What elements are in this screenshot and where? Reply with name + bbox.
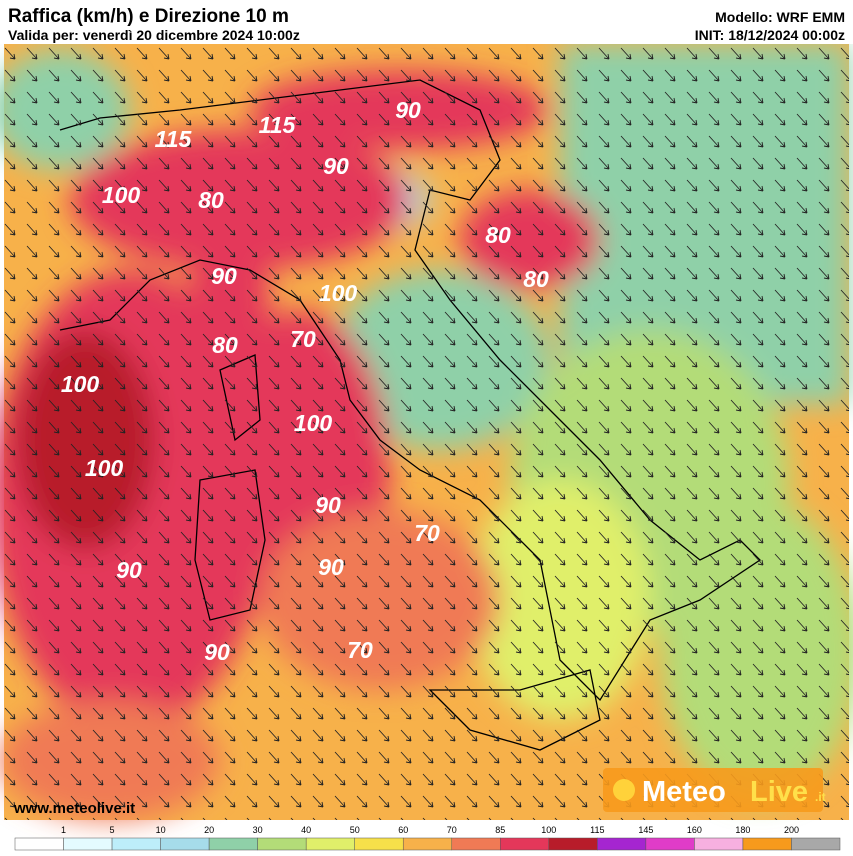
wind-label: 100 [85,455,124,481]
color-scale: 1 5 10 20 30 40 50 60 70 85 100 115 145 160 180 200 [14,825,841,851]
scale-label: 5 [110,825,115,835]
header-band [0,0,853,44]
scale-swatch [500,837,550,851]
scale-label: 145 [638,825,653,835]
scale-label: 1 [61,825,66,835]
subtitle: Valida per: venerdì 20 dicembre 2024 10:… [8,27,300,43]
wind-label: 70 [290,326,316,352]
wind-label: 90 [116,557,142,583]
wind-label: 90 [315,492,341,518]
scale-label: 180 [735,825,750,835]
scale-label: 50 [350,825,360,835]
scale-swatch [791,837,841,851]
wind-label: 115 [259,112,297,138]
scale-label: 160 [687,825,702,835]
wind-label: 90 [211,263,237,289]
scale-label: 10 [156,825,166,835]
scale-swatch [694,837,744,851]
scale-swatch [305,837,355,851]
wind-label: 80 [523,266,549,292]
wind-label: 100 [294,410,333,436]
scale-swatch [111,837,161,851]
scale-label: 115 [590,825,604,835]
scale-swatch [548,837,598,851]
logo: Meteo Live .it [603,768,826,812]
model: Modello: WRF EMM [715,9,845,25]
scale-swatch [160,837,210,851]
wind-label: 100 [319,280,358,306]
scale-label: 85 [495,825,505,835]
scale-swatch [742,837,792,851]
scale-swatch [451,837,501,851]
title: Raffica (km/h) e Direzione 10 m [8,6,289,27]
wind-label: 115 [155,126,193,152]
wind-label: 90 [395,97,421,123]
scale-label: 70 [447,825,457,835]
logo-live: Live [750,776,808,808]
wind-label: 80 [198,187,224,213]
scale-swatch [402,837,453,851]
scale-swatch [257,837,307,851]
scale-swatch [645,837,695,851]
watermark: www.meteolive.it [13,800,135,817]
wind-label: 80 [212,332,238,358]
logo-meteo: Meteo [642,776,726,808]
scale-label: 100 [541,825,556,835]
wind-label: 70 [414,520,440,546]
scale-swatch [354,837,404,851]
wind-label: 90 [204,639,230,665]
wind-label: 100 [102,182,141,208]
scale-label: 30 [253,825,263,835]
wind-label: 90 [318,554,344,580]
wind-label: 100 [61,371,100,397]
init: INIT: 18/12/2024 00:00z [695,27,845,43]
wind-label: 90 [323,153,349,179]
scale-label: 40 [301,825,311,835]
wind-label: 70 [347,637,373,663]
scale-label: 60 [398,825,408,835]
scale-label: 20 [204,825,214,835]
scale-swatch [208,837,258,851]
wind-label: 80 [485,222,511,248]
scale-swatch [597,837,647,851]
scale-swatch [14,837,64,851]
scale-swatch [63,837,113,851]
scale-label: 200 [784,825,799,835]
logo-suffix: .it [815,790,826,804]
